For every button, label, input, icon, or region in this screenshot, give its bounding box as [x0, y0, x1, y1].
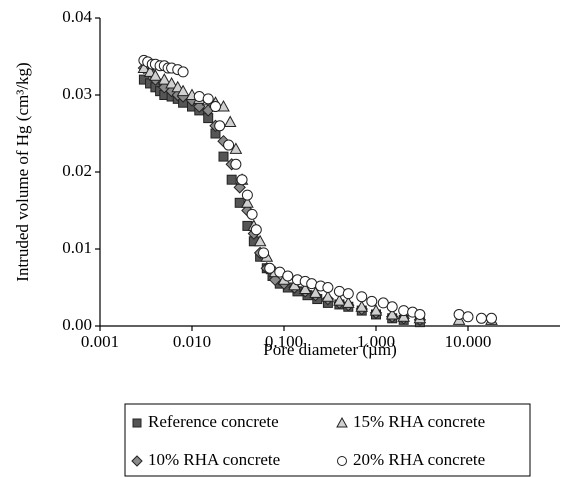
data-point — [306, 278, 318, 290]
data-point — [202, 93, 214, 105]
data-point — [230, 158, 242, 170]
data-point — [298, 282, 312, 295]
data-point — [333, 294, 346, 306]
data-point — [214, 120, 226, 132]
y-tick-label: 0.01 — [62, 238, 92, 257]
data-point — [385, 307, 399, 320]
data-point — [218, 151, 229, 162]
data-point — [137, 61, 151, 74]
data-point — [342, 288, 354, 300]
data-point — [165, 76, 178, 89]
x-tick-label: 10.000 — [445, 332, 492, 351]
x-tick-label: 0.001 — [81, 332, 119, 351]
y-tick-label: 0.04 — [62, 7, 92, 26]
data-point — [369, 304, 383, 316]
data-point — [264, 262, 276, 274]
x-axis-label: Pore diameter (µm) — [263, 340, 396, 359]
data-point — [453, 308, 465, 320]
data-point — [485, 312, 497, 324]
legend-label: 10% RHA concrete — [148, 450, 280, 469]
data-point — [282, 270, 294, 282]
data-point — [223, 115, 237, 127]
x-tick-label: 0.100 — [265, 332, 303, 351]
data-point — [309, 286, 322, 298]
y-axis-label: Intruded volume of Hg (cm³/kg) — [13, 62, 32, 281]
data-point — [229, 142, 243, 154]
x-tick-label: 1.000 — [357, 332, 395, 351]
data-point — [209, 101, 221, 113]
data-point — [462, 311, 474, 323]
y-tick-label: 0.02 — [62, 161, 92, 180]
y-tick-label: 0.00 — [62, 315, 92, 334]
data-point — [356, 291, 368, 303]
data-point — [193, 91, 205, 103]
legend-label: 20% RHA concrete — [353, 450, 485, 469]
data-point — [366, 295, 378, 307]
legend-marker — [337, 456, 347, 466]
data-point — [246, 208, 258, 220]
data-point — [223, 139, 235, 151]
data-point — [250, 224, 262, 236]
data-point — [149, 69, 162, 81]
data-point — [322, 282, 334, 293]
legend-label: Reference concrete — [148, 412, 279, 431]
data-point — [398, 305, 410, 317]
data-point — [475, 312, 487, 324]
data-point — [157, 73, 171, 85]
data-point — [386, 301, 398, 313]
data-point — [321, 290, 335, 302]
legend-label: 15% RHA concrete — [353, 412, 485, 431]
data-point — [258, 247, 270, 259]
data-point — [171, 80, 185, 93]
data-point — [253, 234, 267, 247]
data-point — [241, 196, 254, 208]
data-point — [143, 65, 157, 77]
legend-marker — [336, 416, 348, 428]
legend-box — [124, 403, 531, 477]
legend-marker — [132, 418, 142, 428]
data-point — [333, 285, 345, 297]
x-tick-label: 0.010 — [173, 332, 211, 351]
data-point — [414, 308, 426, 320]
y-tick-label: 0.03 — [62, 84, 92, 103]
data-point — [226, 174, 237, 185]
data-point — [397, 310, 411, 322]
data-point — [177, 66, 189, 78]
data-point — [176, 84, 190, 97]
legend-marker — [131, 455, 143, 467]
data-point — [341, 296, 355, 308]
data-point — [241, 189, 253, 201]
data-point — [236, 174, 248, 186]
data-point — [355, 300, 369, 312]
